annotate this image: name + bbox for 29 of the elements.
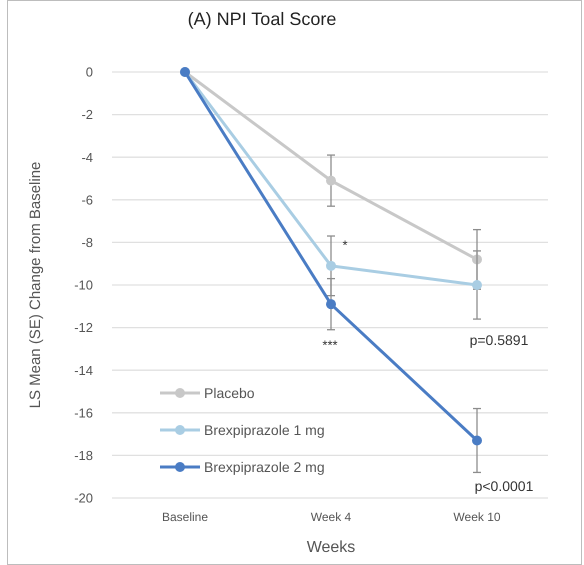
legend-label: Placebo — [204, 384, 255, 401]
point — [326, 299, 336, 310]
y-tick-label: -20 — [74, 490, 93, 506]
x-tick-label: Week 10 — [453, 510, 501, 524]
point — [326, 260, 336, 271]
point — [472, 280, 482, 290]
annotation: * — [342, 238, 348, 253]
y-tick-label: -4 — [81, 150, 93, 165]
y-tick-label: -2 — [81, 107, 93, 122]
y-axis-title: LS Mean (SE) Change from Baseline — [27, 162, 44, 408]
y-tick-label: -8 — [81, 234, 93, 250]
chart-title: (A) NPI Toal Score — [188, 9, 336, 29]
legend-label: Brexpiprazole 2 mg — [204, 458, 325, 475]
point — [326, 176, 336, 186]
x-axis-title: Weeks — [306, 539, 356, 556]
annotation: *** — [322, 338, 338, 353]
annotation: p=0.5891 — [470, 332, 529, 348]
x-tick-label: Baseline — [162, 510, 208, 524]
y-tick-label: -16 — [74, 405, 93, 420]
y-tick-label: -18 — [74, 448, 93, 463]
annotation: p<0.0001 — [474, 478, 534, 494]
y-tick-label: -10 — [74, 278, 93, 293]
legend-label: Brexpiprazole 1 mg — [204, 422, 325, 438]
y-tick-label: -14 — [74, 362, 93, 378]
x-tick-label: Week 4 — [310, 510, 352, 524]
y-tick-label: -6 — [81, 192, 93, 208]
y-tick-label: -12 — [74, 320, 93, 336]
point — [472, 435, 482, 446]
y-tick-label: 0 — [86, 64, 93, 80]
